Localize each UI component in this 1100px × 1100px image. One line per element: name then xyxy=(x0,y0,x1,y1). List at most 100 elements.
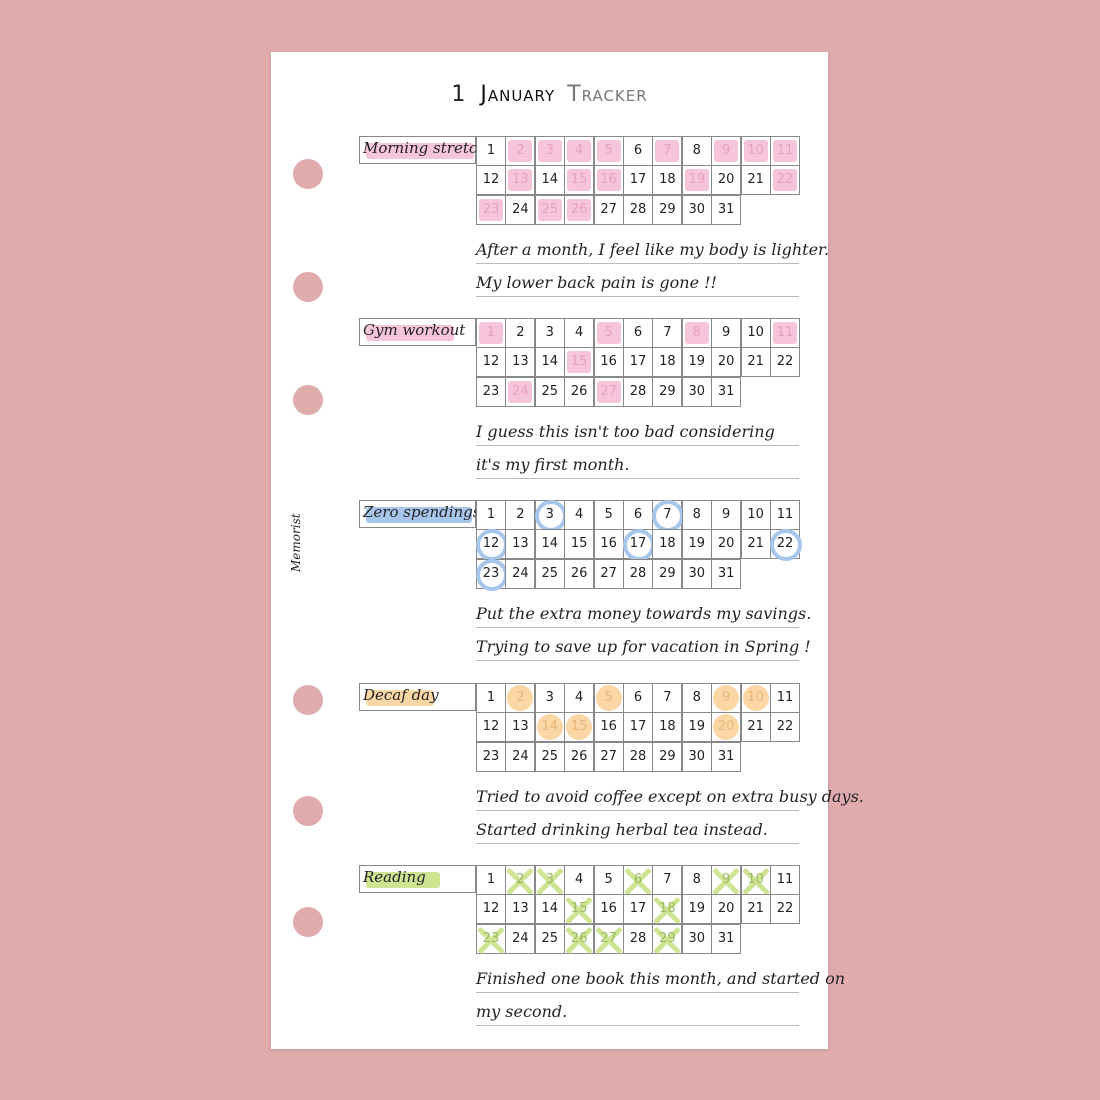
day-cell[interactable]: 19 xyxy=(681,347,712,378)
day-cell[interactable]: 15 xyxy=(564,165,595,196)
day-cell[interactable]: 4 xyxy=(564,865,595,895)
day-cell[interactable]: 28 xyxy=(623,376,653,407)
day-cell[interactable]: 22 xyxy=(770,529,802,562)
day-cell[interactable]: 5 xyxy=(593,865,624,895)
day-cell[interactable]: 3 xyxy=(534,683,565,713)
day-cell[interactable]: 13 xyxy=(505,894,536,925)
day-cell[interactable]: 15 xyxy=(564,347,595,378)
day-cell[interactable]: 7 xyxy=(652,683,683,713)
day-cell[interactable]: 24 xyxy=(505,741,536,772)
day-cell[interactable]: 25 xyxy=(534,194,565,225)
day-cell[interactable]: 6 xyxy=(623,318,653,348)
day-cell[interactable]: 12 xyxy=(476,712,506,743)
day-cell[interactable]: 16 xyxy=(593,529,624,560)
day-cell[interactable]: 17 xyxy=(623,165,653,196)
day-cell[interactable]: 11 xyxy=(770,683,800,713)
day-cell[interactable]: 17 xyxy=(623,529,655,562)
day-cell[interactable]: 26 xyxy=(564,741,595,772)
day-cell[interactable]: 13 xyxy=(505,712,536,743)
day-cell[interactable]: 12 xyxy=(476,894,506,925)
day-cell[interactable]: 15 xyxy=(564,894,595,925)
day-cell[interactable]: 29 xyxy=(652,923,683,954)
day-cell[interactable]: 20 xyxy=(711,529,742,560)
day-cell[interactable]: 22 xyxy=(770,712,800,743)
day-cell[interactable]: 16 xyxy=(593,347,624,378)
day-cell[interactable]: 16 xyxy=(593,712,624,743)
day-cell[interactable]: 13 xyxy=(505,347,536,378)
day-cell[interactable]: 23 xyxy=(476,194,506,225)
day-cell[interactable]: 30 xyxy=(681,376,712,407)
day-cell[interactable]: 16 xyxy=(593,894,624,925)
day-cell[interactable]: 26 xyxy=(564,194,595,225)
day-cell[interactable]: 8 xyxy=(681,318,712,348)
day-cell[interactable]: 20 xyxy=(711,894,742,925)
day-cell[interactable]: 27 xyxy=(593,194,624,225)
day-cell[interactable]: 12 xyxy=(476,529,508,562)
day-cell[interactable]: 30 xyxy=(681,923,712,954)
day-cell[interactable]: 19 xyxy=(681,165,712,196)
day-cell[interactable]: 28 xyxy=(623,923,653,954)
day-cell[interactable]: 6 xyxy=(623,500,653,530)
day-cell[interactable]: 23 xyxy=(476,923,506,954)
day-cell[interactable]: 18 xyxy=(652,529,683,560)
day-cell[interactable]: 1 xyxy=(476,683,506,713)
day-cell[interactable]: 17 xyxy=(623,894,653,925)
day-cell[interactable]: 9 xyxy=(711,136,742,166)
day-cell[interactable]: 26 xyxy=(564,558,595,589)
day-cell[interactable]: 29 xyxy=(652,194,683,225)
day-cell[interactable]: 16 xyxy=(593,165,624,196)
day-cell[interactable]: 1 xyxy=(476,136,506,166)
day-cell[interactable]: 20 xyxy=(711,165,742,196)
day-cell[interactable]: 15 xyxy=(564,529,595,560)
day-cell[interactable]: 29 xyxy=(652,741,683,772)
day-cell[interactable]: 10 xyxy=(740,865,771,895)
day-cell[interactable]: 13 xyxy=(505,529,536,560)
day-cell[interactable]: 27 xyxy=(593,558,624,589)
day-cell[interactable]: 11 xyxy=(770,865,800,895)
day-cell[interactable]: 25 xyxy=(534,558,565,589)
day-cell[interactable]: 4 xyxy=(564,318,595,348)
day-cell[interactable]: 30 xyxy=(681,194,712,225)
day-cell[interactable]: 8 xyxy=(681,683,712,713)
day-cell[interactable]: 21 xyxy=(740,712,771,743)
day-cell[interactable]: 21 xyxy=(740,894,771,925)
day-cell[interactable]: 14 xyxy=(534,894,565,925)
day-cell[interactable]: 9 xyxy=(711,865,742,895)
day-cell[interactable]: 10 xyxy=(740,500,771,530)
day-cell[interactable]: 20 xyxy=(711,347,742,378)
day-cell[interactable]: 11 xyxy=(770,500,800,530)
day-cell[interactable]: 5 xyxy=(593,318,624,348)
day-cell[interactable]: 1 xyxy=(476,500,506,530)
day-cell[interactable]: 27 xyxy=(593,376,624,407)
day-cell[interactable]: 22 xyxy=(770,347,800,378)
day-cell[interactable]: 1 xyxy=(476,865,506,895)
day-cell[interactable]: 20 xyxy=(711,712,742,743)
day-cell[interactable]: 9 xyxy=(711,500,742,530)
day-cell[interactable]: 18 xyxy=(652,347,683,378)
day-cell[interactable]: 18 xyxy=(652,712,683,743)
day-cell[interactable]: 30 xyxy=(681,558,712,589)
day-cell[interactable]: 4 xyxy=(564,683,595,713)
day-cell[interactable]: 19 xyxy=(681,894,712,925)
day-cell[interactable]: 30 xyxy=(681,741,712,772)
day-cell[interactable]: 10 xyxy=(740,136,771,166)
day-cell[interactable]: 24 xyxy=(505,194,536,225)
day-cell[interactable]: 14 xyxy=(534,529,565,560)
day-cell[interactable]: 9 xyxy=(711,318,742,348)
day-cell[interactable]: 7 xyxy=(652,500,685,532)
day-cell[interactable]: 31 xyxy=(711,923,742,954)
day-cell[interactable]: 3 xyxy=(534,136,565,166)
day-cell[interactable]: 14 xyxy=(534,347,565,378)
day-cell[interactable]: 11 xyxy=(770,318,800,348)
day-cell[interactable]: 22 xyxy=(770,894,800,925)
day-cell[interactable]: 19 xyxy=(681,529,712,560)
day-cell[interactable]: 25 xyxy=(534,923,565,954)
day-cell[interactable]: 29 xyxy=(652,558,683,589)
day-cell[interactable]: 24 xyxy=(505,923,536,954)
day-cell[interactable]: 21 xyxy=(740,529,771,560)
day-cell[interactable]: 25 xyxy=(534,741,565,772)
day-cell[interactable]: 5 xyxy=(593,500,624,530)
day-cell[interactable]: 10 xyxy=(740,683,771,713)
day-cell[interactable]: 28 xyxy=(623,741,653,772)
day-cell[interactable]: 27 xyxy=(593,741,624,772)
